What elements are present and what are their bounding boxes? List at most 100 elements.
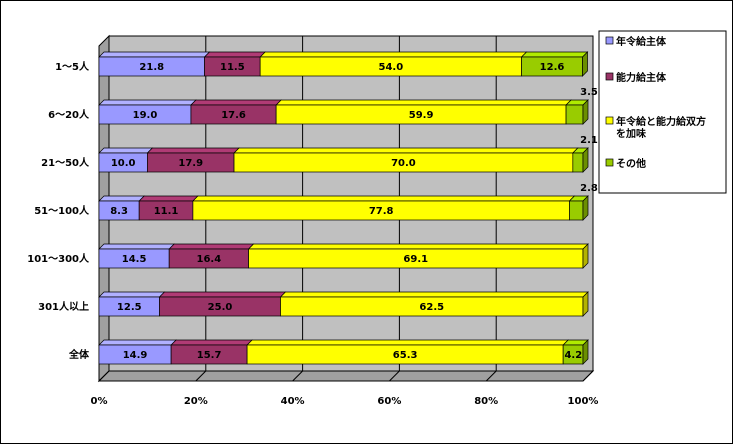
gridline-floor: [292, 370, 303, 382]
bar-top: [190, 99, 282, 106]
gridline-floor: [195, 370, 207, 382]
bar-side: [582, 195, 589, 221]
bar-row: 10.0 17.9 70.0 2.1: [98, 135, 598, 173]
category-label: 301人以上: [38, 300, 89, 313]
x-tick-label: 80%: [474, 396, 498, 407]
bar: [569, 200, 584, 221]
bar-top: [98, 339, 177, 346]
data-label: 8.3: [110, 206, 128, 217]
data-label: 62.5: [419, 302, 444, 313]
data-label: 11.5: [220, 62, 245, 73]
data-label: 54.0: [379, 62, 404, 73]
legend-label: を加味: [616, 127, 646, 140]
bar-side: [582, 147, 589, 173]
x-tick-label: 0%: [91, 396, 108, 407]
bar-top: [246, 339, 570, 346]
data-label: 10.0: [111, 158, 136, 169]
bar-side: [582, 99, 589, 125]
bar-top: [233, 147, 579, 154]
legend-label: その他: [616, 157, 646, 170]
legend-swatch: [605, 116, 614, 125]
bar-row: 8.3 11.1 77.8 2.8: [98, 183, 598, 221]
data-label: 2.8: [580, 183, 598, 194]
bar-top: [203, 51, 267, 58]
data-label: 77.8: [369, 206, 394, 217]
bar-side: [582, 291, 589, 317]
bar-top: [98, 195, 146, 202]
data-label: 21.8: [139, 62, 164, 73]
x-tick-label: 60%: [377, 396, 401, 407]
bar-top: [158, 291, 287, 298]
x-tick-label: 100%: [568, 396, 599, 407]
legend-box: [598, 30, 727, 194]
category-label: 全体: [68, 348, 90, 361]
bar-row: 14.9 15.7 65.3 4.2: [98, 339, 589, 365]
data-label: 2.1: [580, 135, 598, 146]
x-tick-label: 20%: [184, 396, 208, 407]
data-label: 15.7: [197, 350, 222, 361]
bar-top: [168, 243, 255, 250]
gridline-floor: [98, 370, 110, 382]
data-label: 12.5: [117, 302, 142, 313]
data-label: 19.0: [133, 110, 158, 121]
gridline-floor: [389, 370, 400, 382]
data-label: 17.9: [178, 158, 203, 169]
floor: [97, 370, 595, 382]
legend-swatch: [605, 36, 614, 45]
bar-top: [98, 99, 197, 106]
bar-top: [520, 51, 589, 58]
data-label: 3.5: [580, 87, 598, 98]
legend-swatch: [605, 72, 614, 81]
legend-swatch: [605, 158, 614, 167]
bar: [565, 104, 584, 125]
bar-top: [146, 147, 240, 154]
bar-row: 12.5 25.0 62.5: [98, 291, 589, 317]
legend-label: 年令給主体: [616, 35, 667, 48]
x-axis-ticks: 0% 20% 40% 60% 80% 100%: [91, 396, 599, 407]
bar-top: [98, 147, 154, 154]
bar-top: [98, 291, 166, 298]
bar-row: 19.0 17.6 59.9 3.5: [98, 87, 598, 125]
bar-top: [259, 51, 528, 58]
bar-top: [98, 51, 211, 58]
data-label: 69.1: [403, 254, 428, 265]
data-label: 17.6: [221, 110, 246, 121]
bar-top: [247, 243, 589, 250]
category-label: 1～5人: [55, 60, 90, 73]
category-label: 51～100人: [34, 204, 90, 217]
legend-label: 能力給主体: [616, 71, 667, 84]
data-label: 12.6: [540, 62, 565, 73]
bars: 21.8 11.5 54.0 12.6 19.0 17.6 59.9 3.5 10.0 17.9 7…: [98, 51, 598, 365]
data-label: 25.0: [208, 302, 233, 313]
data-label: 70.0: [391, 158, 416, 169]
bar-side: [582, 243, 589, 269]
bar-side: [582, 339, 589, 365]
data-label: 59.9: [409, 110, 434, 121]
bar-top: [170, 339, 253, 346]
bar: [572, 152, 584, 173]
bar-top: [275, 99, 572, 106]
data-label: 14.9: [123, 350, 148, 361]
data-label: 16.4: [197, 254, 222, 265]
gridline-floor: [485, 370, 497, 382]
data-label: 65.3: [393, 350, 418, 361]
bar-top: [192, 195, 576, 202]
category-label: 21～50人: [41, 156, 90, 169]
category-label: 6～20人: [48, 108, 90, 121]
data-label: 4.2: [564, 350, 582, 361]
legend-label: 年令給と能力給双方: [616, 115, 706, 128]
gridline-floor: [582, 370, 594, 382]
bar-top: [279, 291, 589, 298]
bar-top: [138, 195, 199, 202]
data-label: 14.5: [122, 254, 147, 265]
bar-row: 14.5 16.4 69.1: [98, 243, 589, 269]
category-label: 101～300人: [27, 252, 90, 265]
bar-row: 21.8 11.5 54.0 12.6: [98, 51, 589, 77]
data-label: 11.1: [154, 206, 179, 217]
bar-side: [582, 51, 588, 77]
x-tick-label: 40%: [281, 396, 305, 407]
